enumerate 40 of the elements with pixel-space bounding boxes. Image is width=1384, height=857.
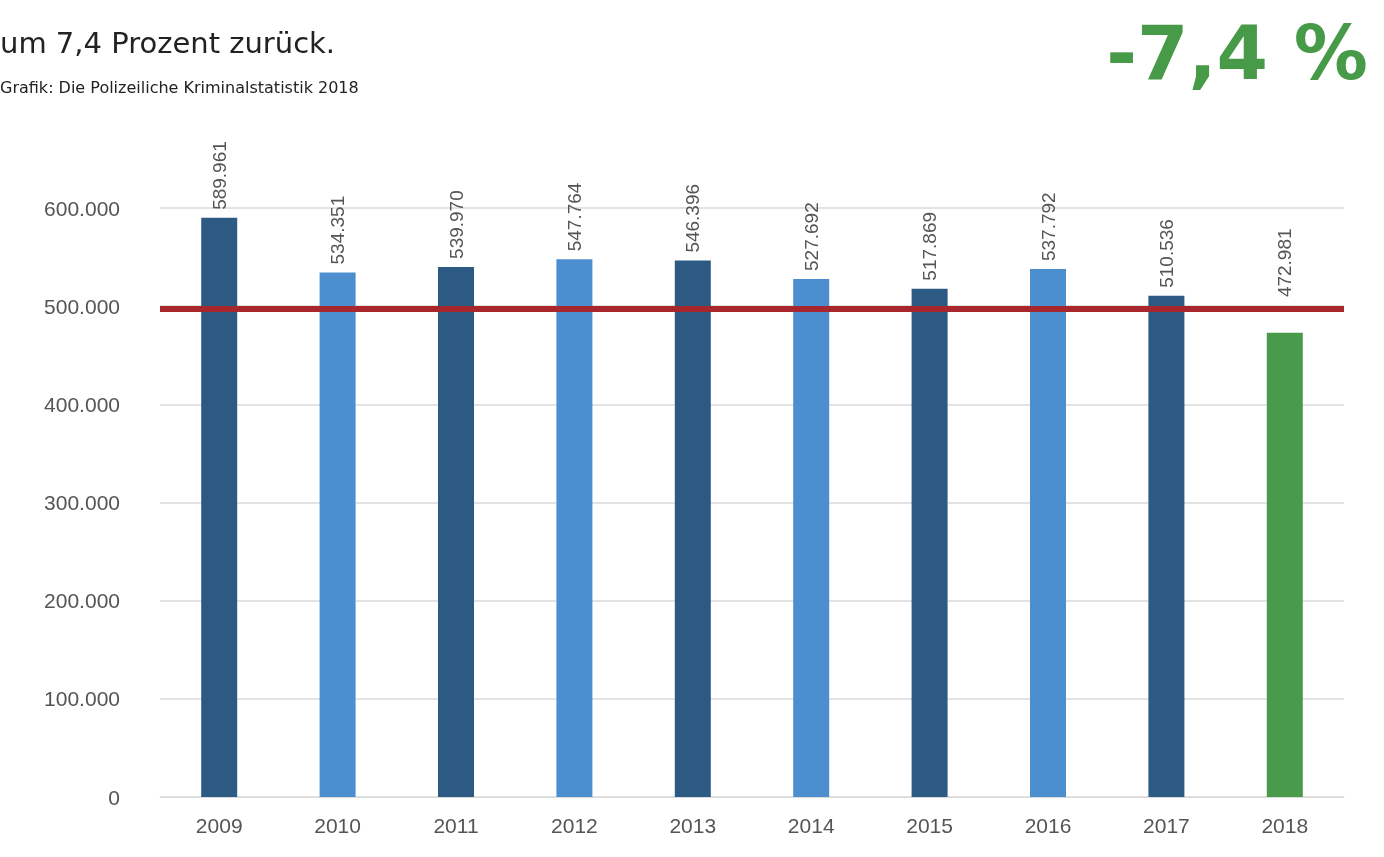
y-tick-label: 100.000 bbox=[44, 687, 120, 711]
x-tick-label: 2009 bbox=[195, 814, 243, 837]
bar bbox=[438, 266, 474, 797]
data-label: 534.351 bbox=[327, 195, 349, 265]
data-label: 547.764 bbox=[563, 182, 585, 252]
y-tick-label: 0 bbox=[108, 785, 120, 809]
bar bbox=[1148, 295, 1185, 797]
y-tick-label: 200.000 bbox=[44, 589, 120, 613]
x-tick-label: 2011 bbox=[433, 814, 479, 837]
data-label: 472.981 bbox=[1274, 228, 1296, 298]
bar bbox=[793, 278, 830, 797]
text: Grafik: Die Polizeiliche Kriminalstatistik 2018 bbox=[0, 78, 359, 97]
bar bbox=[201, 217, 238, 797]
data-label: 589.961 bbox=[208, 141, 230, 210]
y-tick-label: 400.000 bbox=[44, 392, 120, 416]
bar bbox=[556, 259, 593, 797]
x-tick-label: 2015 bbox=[906, 814, 953, 837]
bar bbox=[674, 260, 711, 797]
x-tick-label: 2013 bbox=[669, 814, 717, 837]
data-label: 510.536 bbox=[1155, 219, 1177, 288]
text: -7,4 % bbox=[1106, 10, 1368, 96]
y-tick-label: 500.000 bbox=[44, 294, 120, 318]
data-label: 539.970 bbox=[445, 190, 467, 259]
y-tick-label: 600.000 bbox=[44, 196, 120, 220]
data-label: 537.792 bbox=[1037, 192, 1059, 262]
bar bbox=[1266, 332, 1303, 797]
x-tick-label: 2014 bbox=[787, 814, 835, 837]
bar bbox=[319, 272, 356, 797]
chart-title: um 7,4 Prozent zurück. bbox=[0, 26, 336, 60]
x-tick-label: 2010 bbox=[314, 814, 361, 837]
x-tick-label: 2018 bbox=[1261, 814, 1309, 837]
x-tick-label: 2017 bbox=[1143, 814, 1190, 837]
x-tick-label: 2016 bbox=[1024, 814, 1072, 837]
data-label: 527.692 bbox=[800, 202, 822, 271]
bar bbox=[1030, 269, 1066, 797]
data-label: 517.869 bbox=[919, 211, 941, 281]
bar bbox=[911, 288, 948, 797]
y-tick-label: 300.000 bbox=[44, 491, 120, 514]
data-label: 546.396 bbox=[682, 183, 704, 253]
x-tick-label: 2012 bbox=[551, 814, 598, 837]
